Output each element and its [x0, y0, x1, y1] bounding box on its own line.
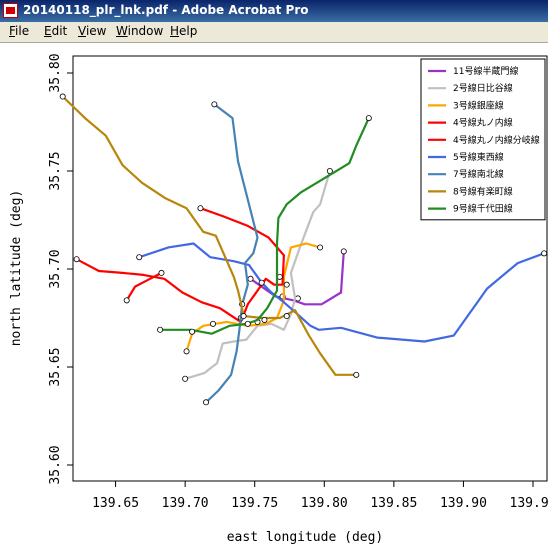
series-line	[183, 242, 324, 355]
x-tick-label: 139.95	[510, 496, 548, 511]
x-tick-label: 139.65	[92, 496, 139, 511]
station-marker	[157, 326, 164, 333]
series-line	[123, 269, 165, 304]
series-line	[157, 115, 372, 335]
y-axis-label: north latitude (deg)	[9, 190, 24, 347]
station-marker	[340, 248, 347, 255]
station-marker	[365, 115, 372, 122]
legend-label: 2号線日比谷線	[453, 82, 513, 94]
x-axis-label: east longitude (deg)	[227, 530, 384, 545]
station-marker	[353, 371, 360, 378]
legend-label: 9号線千代田線	[453, 203, 513, 215]
station-marker	[244, 320, 251, 327]
series-path	[205, 103, 259, 404]
station-marker	[258, 279, 265, 286]
station-marker	[203, 399, 210, 406]
axes: 139.65 139.70 139.75 139.80 139.85 139.90 139.…	[48, 53, 548, 511]
legend-label: 8号線有楽町線	[453, 185, 513, 197]
station-marker	[240, 313, 247, 320]
station-marker	[182, 375, 189, 382]
station-marker	[158, 269, 165, 276]
series-path	[185, 242, 321, 352]
x-tick-label: 139.80	[301, 496, 348, 511]
station-marker	[211, 101, 218, 108]
station-marker	[197, 205, 204, 212]
y-tick-label: 35.60	[48, 445, 63, 484]
station-marker	[247, 275, 254, 282]
menu-bar: File Edit View Window Help	[0, 22, 548, 43]
title-bar: 20140118_plr_lnk.pdf - Adobe Acrobat Pro	[0, 0, 548, 22]
station-marker	[326, 167, 333, 174]
series-path	[184, 170, 331, 380]
legend-label: 4号線丸ノ内線	[453, 117, 513, 129]
station-marker	[261, 316, 268, 323]
series-line	[182, 167, 333, 382]
pdf-icon	[3, 3, 18, 18]
y-tick-label: 35.75	[48, 151, 63, 190]
series-path	[125, 271, 163, 301]
window-title: 20140118_plr_lnk.pdf - Adobe Acrobat Pro	[23, 3, 309, 17]
series-path	[160, 117, 370, 335]
station-marker	[283, 281, 290, 288]
station-marker	[283, 313, 290, 320]
legend: 11号線半蔵門線 2号線日比谷線 3号線銀座線 4号線丸ノ内線 4号線丸ノ内線分岐線 5号…	[420, 58, 546, 221]
x-tick-label: 139.70	[162, 496, 209, 511]
station-marker	[123, 297, 130, 304]
station-marker	[73, 256, 80, 263]
station-marker	[136, 254, 143, 261]
series-line	[59, 93, 360, 378]
legend-label: 7号線南北線	[453, 168, 504, 180]
x-tick-label: 139.90	[440, 496, 487, 511]
legend-label: 4号線丸ノ内線分岐線	[453, 134, 540, 146]
legend-label: 11号線半蔵門線	[453, 65, 518, 77]
y-tick-label: 35.65	[48, 347, 63, 386]
series-path	[61, 95, 357, 376]
menu-help[interactable]: Help	[170, 24, 198, 38]
menu-window[interactable]: Window	[116, 24, 164, 38]
y-tick-label: 35.70	[48, 249, 63, 288]
series-path	[76, 207, 285, 323]
menu-edit[interactable]: Edit	[44, 24, 68, 38]
station-marker	[189, 328, 196, 335]
station-marker	[209, 320, 216, 327]
station-marker	[183, 348, 190, 355]
menu-file[interactable]: File	[9, 24, 30, 38]
rail-lines	[59, 93, 548, 406]
station-marker	[541, 250, 548, 257]
x-tick-label: 139.75	[231, 496, 278, 511]
legend-label: 3号線銀座線	[453, 99, 504, 111]
menu-view[interactable]: View	[78, 24, 107, 38]
station-marker	[317, 244, 324, 251]
legend-label: 5号線東西線	[453, 151, 504, 163]
x-tick-label: 139.85	[370, 496, 417, 511]
station-marker	[59, 93, 66, 100]
y-tick-label: 35.80	[48, 53, 63, 92]
plot-area: 139.65 139.70 139.75 139.80 139.85 139.90 139.…	[9, 53, 548, 545]
